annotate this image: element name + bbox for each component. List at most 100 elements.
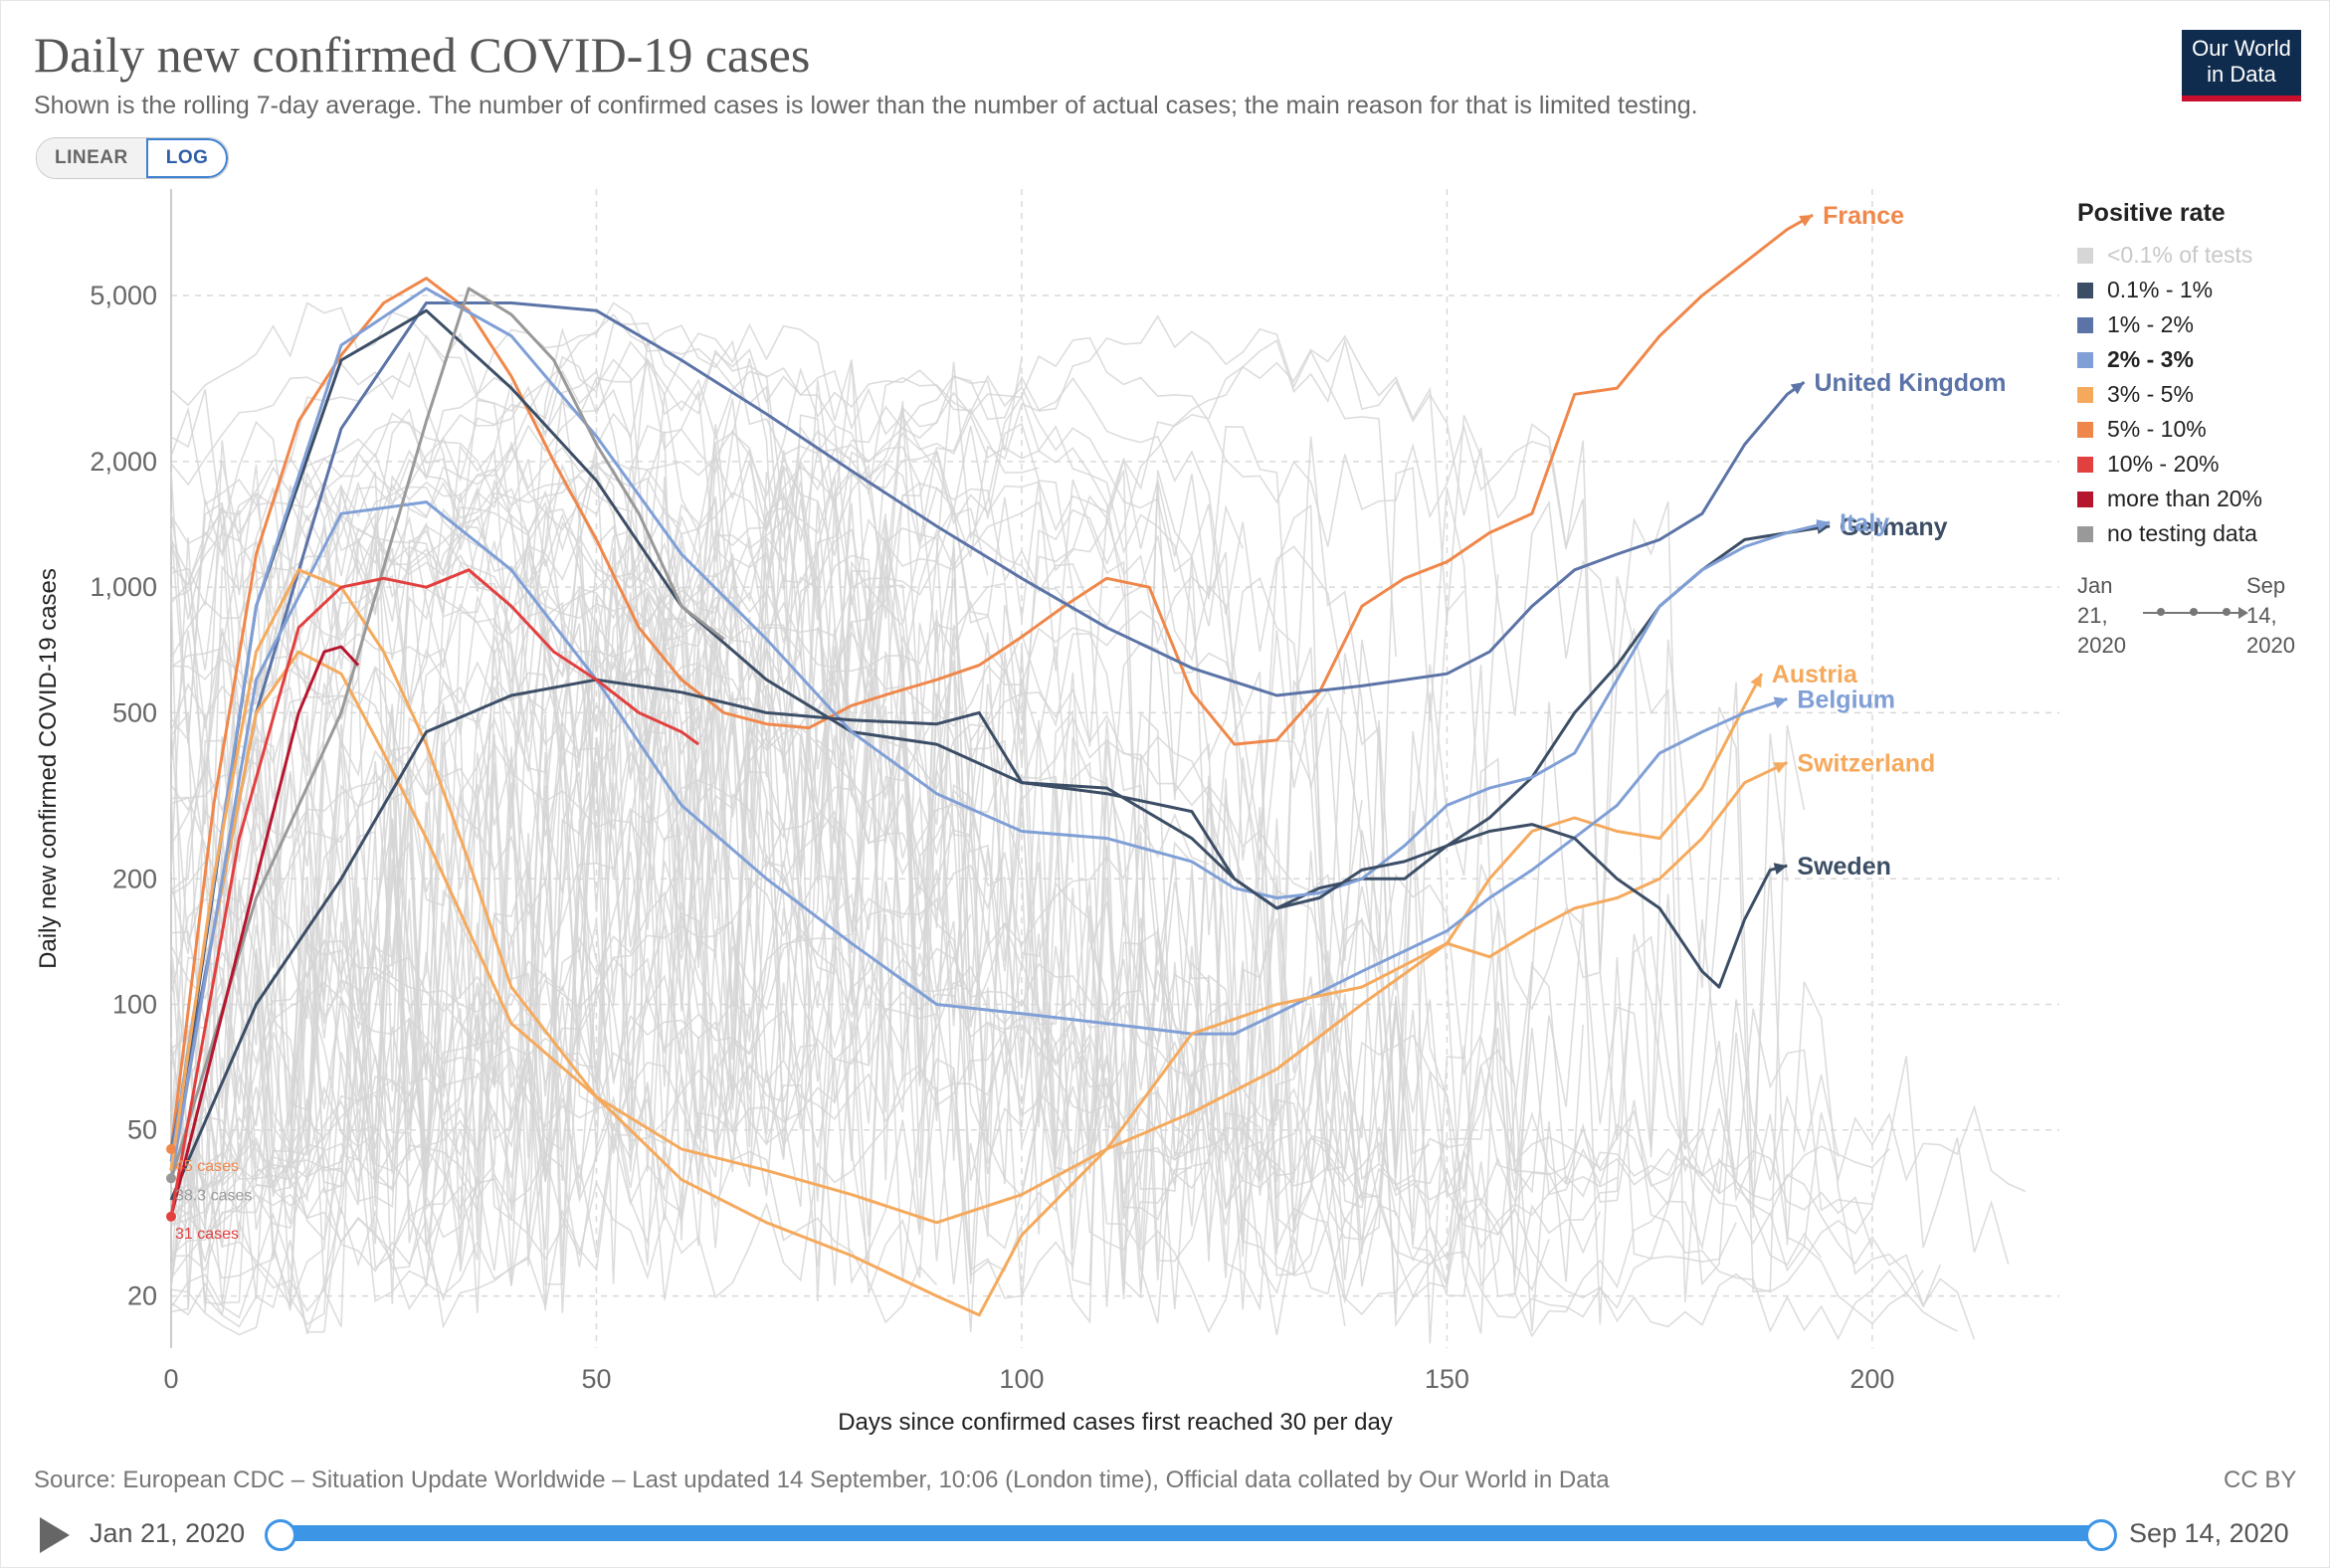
series-end-arrow [1773, 762, 1788, 774]
background-series-line [170, 362, 1244, 1302]
x-tick-label: 150 [1425, 1364, 1469, 1394]
x-axis-title: Days since confirmed cases first reached… [838, 1409, 1393, 1436]
legend-timeline-dot [2190, 608, 2198, 616]
legend-label: 1% - 2% [2107, 311, 2194, 337]
background-series-line [170, 314, 1397, 1308]
series-end-arrow [1750, 674, 1762, 688]
y-tick-label: 500 [112, 697, 157, 727]
legend-title: Positive rate [2077, 199, 2226, 227]
background-series-line [170, 337, 1789, 1335]
legend-item[interactable]: 2% - 3% [2077, 342, 2262, 377]
legend-label: <0.1% of tests [2107, 242, 2253, 268]
series-end-arrow [1790, 382, 1805, 395]
series-end-arrow [1799, 215, 1814, 227]
background-series-line [170, 424, 1499, 1327]
timeline-start-handle[interactable] [265, 1519, 296, 1551]
chart-subtitle: Shown is the rolling 7-day average. The … [34, 92, 1698, 119]
timeline-end-date: Sep 14, 2020 [2129, 1518, 2289, 1548]
y-tick-label: 20 [127, 1281, 157, 1311]
series-label: Switzerland [1797, 749, 1935, 777]
background-series-line [170, 687, 1533, 1285]
background-series-line [170, 494, 1584, 1334]
series-end-arrow [1816, 519, 1831, 531]
series-label: Austria [1772, 661, 1858, 688]
license-link[interactable]: CC BY [2224, 1467, 2297, 1493]
background-series-line [170, 444, 1363, 1182]
series-line [169, 500, 1788, 1180]
series-end-arrow [1773, 696, 1788, 709]
legend-item[interactable]: <0.1% of tests [2077, 238, 2262, 273]
background-series-line [170, 358, 1602, 1307]
background-series-line [170, 391, 1465, 1311]
play-icon[interactable] [40, 1517, 70, 1553]
x-tick-label: 50 [581, 1364, 611, 1394]
legend-swatch [2077, 351, 2093, 368]
series-line [169, 301, 1806, 1150]
start-value-label: 31 cases [175, 1226, 239, 1243]
legend-label: no testing data [2107, 520, 2257, 546]
log-scale-button[interactable]: LOG [145, 138, 229, 178]
legend-item[interactable]: no testing data [2077, 516, 2262, 551]
y-tick-label: 50 [127, 1115, 157, 1145]
background-series-line [170, 610, 1244, 1279]
background-series-line [170, 519, 1976, 1340]
legend-label: 0.1% - 1% [2107, 277, 2214, 302]
series-label: Sweden [1797, 853, 1890, 881]
background-series-line [170, 412, 886, 1265]
legend-timeline-end: Sep 14, 2020 [2246, 573, 2295, 658]
y-tick-label: 5,000 [90, 281, 157, 310]
background-series-line [170, 515, 734, 1087]
legend-timeline-start: Jan 21, 2020 [2077, 573, 2126, 658]
background-series-line [170, 398, 1431, 1299]
logo-line-2: in Data [2207, 62, 2276, 87]
owid-logo[interactable]: Our World in Data [2182, 30, 2301, 101]
legend-timeline: Jan 21, 2020 Sep 14, 2020 [2077, 571, 2306, 661]
x-tick-label: 200 [1849, 1364, 1894, 1394]
legend-swatch [2077, 247, 2093, 264]
legend-label: 2% - 3% [2107, 346, 2194, 372]
legend-item[interactable]: 10% - 20% [2077, 447, 2262, 482]
legend-label: 5% - 10% [2107, 416, 2207, 442]
scale-toggle: LINEAR LOG [36, 137, 230, 179]
start-value-dot [166, 1173, 176, 1184]
start-value-label: 45 cases [175, 1158, 239, 1175]
start-value-label: 38.3 cases [175, 1187, 252, 1204]
timeline-end-handle[interactable] [2085, 1519, 2117, 1551]
legend-item[interactable]: 0.1% - 1% [2077, 273, 2262, 307]
legend-swatch [2077, 490, 2093, 507]
legend-item[interactable]: 1% - 2% [2077, 307, 2262, 342]
legend-swatch [2077, 525, 2093, 542]
background-series-line [170, 955, 1550, 1304]
legend-item[interactable]: 3% - 5% [2077, 377, 2262, 412]
series-line [169, 568, 1789, 1317]
legend-swatch [2077, 421, 2093, 438]
chart-title: Daily new confirmed COVID-19 cases [34, 27, 811, 83]
x-tick-label: 100 [999, 1364, 1044, 1394]
legend-label: more than 20% [2107, 486, 2262, 511]
series-end-arrow [1773, 863, 1788, 876]
background-series-line [170, 407, 1840, 1344]
start-value-dot [166, 1143, 176, 1154]
background-series-line [170, 421, 716, 919]
background-series-line [170, 594, 1873, 1333]
background-series-line [170, 534, 1210, 1288]
positive-rate-legend: Positive rate <0.1% of tests 0.1% - 1% 1% … [2077, 199, 2262, 551]
legend-item[interactable]: more than 20% [2077, 482, 2262, 516]
series-line [169, 287, 725, 1181]
background-series-line [170, 440, 682, 1308]
background-series-line [170, 599, 1618, 1328]
background-series-line [170, 970, 1193, 1317]
source-note: Source: European CDC – Situation Update … [34, 1467, 1610, 1493]
legend-item[interactable]: 5% - 10% [2077, 412, 2262, 447]
background-series-line [170, 571, 1023, 1311]
y-tick-label: 200 [112, 864, 157, 893]
timeline-track[interactable] [281, 1525, 2101, 1541]
legend-timeline-dot [2157, 608, 2165, 616]
series-label: Belgium [1797, 686, 1895, 713]
timeline-start-date: Jan 21, 2020 [90, 1518, 246, 1548]
series-label: Germany [1840, 513, 1947, 541]
linear-scale-button[interactable]: LINEAR [37, 138, 146, 178]
series-label: France [1823, 202, 1904, 230]
y-axis-title: Daily new confirmed COVID-19 cases [35, 568, 62, 969]
legend-label: 3% - 5% [2107, 381, 2194, 407]
